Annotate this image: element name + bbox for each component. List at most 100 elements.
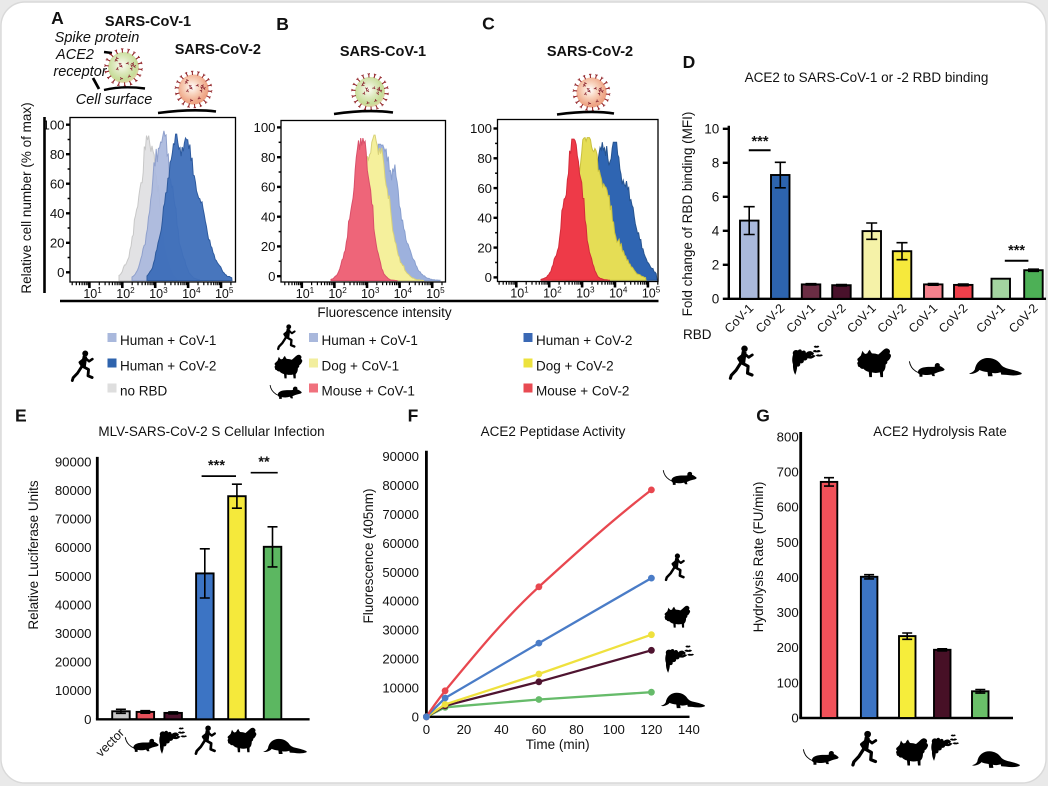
svg-text:100: 100	[777, 675, 799, 690]
svg-text:40: 40	[261, 209, 276, 224]
svg-text:SARS-CoV-2: SARS-CoV-2	[175, 42, 261, 58]
svg-text:40: 40	[477, 211, 492, 226]
svg-text:60: 60	[532, 722, 547, 737]
svg-text:receptor: receptor	[53, 64, 107, 80]
svg-text:***: ***	[1008, 243, 1025, 259]
svg-text:60: 60	[477, 181, 492, 196]
svg-text:0: 0	[412, 709, 419, 724]
svg-text:MLV-SARS-CoV-2 S Cellular Infe: MLV-SARS-CoV-2 S Cellular Infection	[98, 424, 324, 439]
svg-text:80000: 80000	[382, 478, 419, 493]
svg-text:0: 0	[57, 265, 64, 280]
svg-text:40000: 40000	[382, 594, 419, 609]
svg-text:ACE2 Peptidase Activity: ACE2 Peptidase Activity	[481, 424, 626, 439]
svg-text:50000: 50000	[55, 569, 92, 584]
svg-text:0: 0	[485, 270, 492, 285]
svg-text:A: A	[51, 8, 64, 28]
svg-text:6: 6	[712, 189, 720, 204]
svg-text:20: 20	[477, 240, 492, 255]
svg-text:80: 80	[569, 722, 584, 737]
svg-text:***: ***	[208, 458, 225, 474]
svg-text:Dog + CoV-1: Dog + CoV-1	[322, 359, 400, 374]
svg-text:100: 100	[42, 117, 64, 132]
svg-text:600: 600	[777, 500, 799, 515]
svg-text:G: G	[756, 406, 770, 426]
svg-text:SARS-CoV-1: SARS-CoV-1	[105, 14, 191, 30]
svg-text:40000: 40000	[55, 597, 92, 612]
svg-text:Human + CoV-1: Human + CoV-1	[120, 333, 216, 348]
svg-text:Relative Luciferase Units: Relative Luciferase Units	[26, 480, 41, 630]
svg-text:120: 120	[640, 722, 662, 737]
svg-text:4: 4	[712, 223, 720, 238]
svg-text:800: 800	[777, 430, 799, 445]
svg-text:Dog + CoV-2: Dog + CoV-2	[536, 359, 614, 374]
svg-text:***: ***	[752, 134, 769, 150]
svg-text:40: 40	[50, 206, 65, 221]
svg-text:SARS-CoV-2: SARS-CoV-2	[547, 44, 633, 60]
svg-text:70000: 70000	[55, 512, 92, 527]
svg-text:700: 700	[777, 465, 799, 480]
svg-text:100: 100	[253, 120, 275, 135]
svg-text:10000: 10000	[55, 683, 92, 698]
svg-text:0: 0	[84, 712, 91, 727]
svg-text:10: 10	[704, 121, 719, 136]
svg-text:Fold change of RBD binding (MF: Fold change of RBD binding (MFI)	[680, 112, 695, 317]
svg-text:8: 8	[712, 155, 720, 170]
svg-text:80: 80	[50, 147, 65, 162]
svg-text:60: 60	[261, 180, 276, 195]
svg-text:Human + CoV-2: Human + CoV-2	[536, 333, 632, 348]
svg-text:100: 100	[603, 722, 625, 737]
svg-text:ACE2 to SARS-CoV-1 or -2 RBD b: ACE2 to SARS-CoV-1 or -2 RBD binding	[745, 70, 989, 85]
svg-text:90000: 90000	[55, 454, 92, 469]
svg-text:70000: 70000	[382, 507, 419, 522]
svg-text:300: 300	[777, 605, 799, 620]
svg-text:Relative cell number (% of max: Relative cell number (% of max)	[19, 102, 34, 293]
svg-text:ACE2 Hydrolysis Rate: ACE2 Hydrolysis Rate	[873, 424, 1007, 439]
svg-text:500: 500	[777, 535, 799, 550]
svg-text:E: E	[15, 406, 27, 426]
svg-text:2: 2	[712, 257, 720, 272]
svg-text:60: 60	[50, 176, 65, 191]
svg-text:Fluorescence intensity: Fluorescence intensity	[317, 305, 452, 320]
svg-text:40: 40	[494, 722, 509, 737]
svg-text:0: 0	[712, 291, 720, 306]
svg-text:Human + CoV-1: Human + CoV-1	[322, 333, 418, 348]
svg-text:0: 0	[423, 722, 430, 737]
svg-text:20000: 20000	[55, 655, 92, 670]
svg-text:D: D	[683, 52, 696, 72]
svg-text:20: 20	[261, 239, 276, 254]
svg-text:RBD: RBD	[683, 327, 712, 342]
svg-text:**: **	[258, 455, 270, 471]
svg-text:Mouse + CoV-1: Mouse + CoV-1	[322, 384, 415, 399]
svg-text:B: B	[276, 14, 289, 34]
svg-text:0: 0	[268, 269, 275, 284]
svg-text:20000: 20000	[382, 652, 419, 667]
svg-text:Cell surface: Cell surface	[76, 92, 153, 108]
svg-text:10000: 10000	[382, 680, 419, 695]
svg-text:200: 200	[777, 640, 799, 655]
svg-text:140: 140	[678, 722, 700, 737]
svg-text:400: 400	[777, 570, 799, 585]
svg-text:0: 0	[791, 711, 798, 726]
svg-text:Human + CoV-2: Human + CoV-2	[120, 359, 216, 374]
svg-text:60000: 60000	[382, 536, 419, 551]
svg-text:F: F	[408, 406, 419, 426]
svg-text:Hydrolysis Rate (FU/min): Hydrolysis Rate (FU/min)	[751, 482, 766, 633]
svg-text:ACE2: ACE2	[55, 47, 94, 63]
svg-text:Spike protein: Spike protein	[55, 30, 140, 46]
svg-text:no RBD: no RBD	[120, 384, 168, 399]
svg-text:60000: 60000	[55, 540, 92, 555]
svg-text:30000: 30000	[382, 623, 419, 638]
svg-text:SARS-CoV-1: SARS-CoV-1	[340, 44, 426, 60]
svg-text:Mouse + CoV-2: Mouse + CoV-2	[536, 384, 629, 399]
svg-text:80: 80	[261, 150, 276, 165]
svg-text:80000: 80000	[55, 483, 92, 498]
svg-text:30000: 30000	[55, 626, 92, 641]
svg-text:20: 20	[457, 722, 472, 737]
svg-text:100: 100	[470, 121, 492, 136]
svg-text:Fluorescence (405nm): Fluorescence (405nm)	[361, 488, 376, 623]
svg-text:80: 80	[477, 151, 492, 166]
svg-text:20: 20	[50, 236, 65, 251]
svg-text:C: C	[482, 14, 495, 34]
svg-text:Time (min): Time (min)	[526, 737, 590, 752]
svg-text:50000: 50000	[382, 565, 419, 580]
